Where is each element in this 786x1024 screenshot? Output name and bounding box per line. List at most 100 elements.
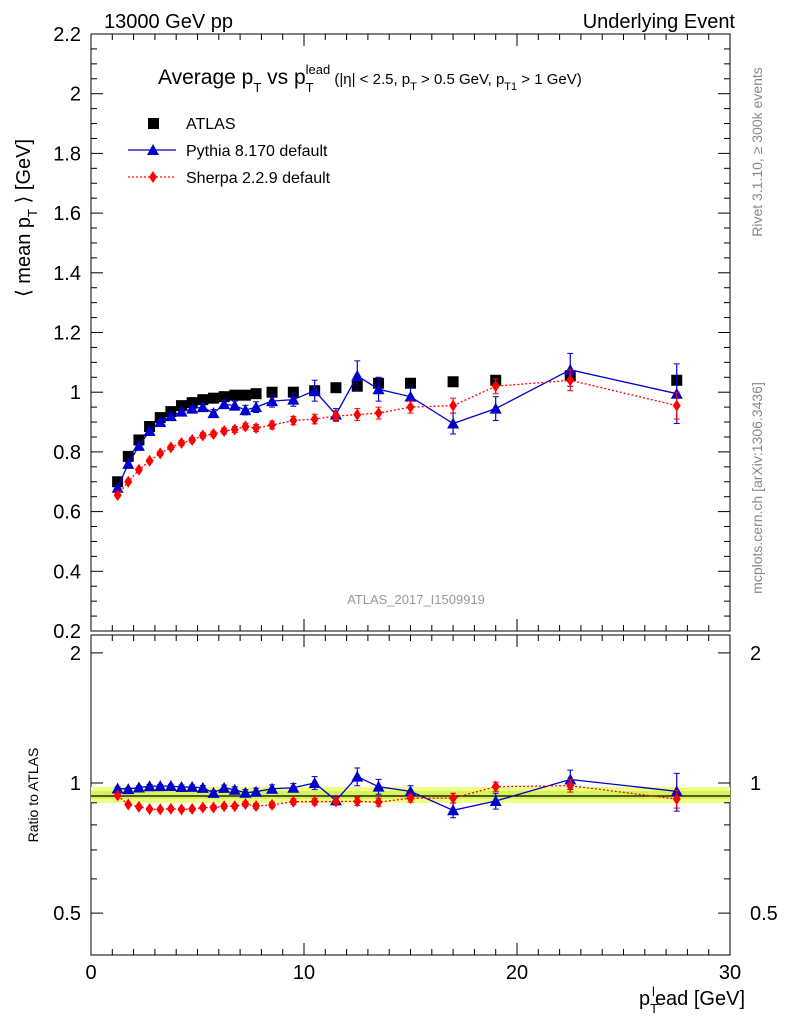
sherpa-2-2-9-default-ratio-point: [177, 803, 186, 816]
y-tick-label: 1: [70, 382, 81, 404]
header-left: 13000 GeV pp: [104, 11, 233, 33]
sherpa-2-2-9-default-ratio-point: [145, 803, 154, 816]
pythia-8-170-default-ratio-point: [175, 780, 188, 792]
ratio-y-axis-label: Ratio to ATLAS: [25, 748, 41, 843]
y-tick-label: 1.8: [53, 143, 81, 165]
y-tick-label: 0.6: [53, 502, 81, 524]
pythia-8-170-default-ratio-point: [154, 780, 167, 792]
sherpa-2-2-9-default-ratio-point: [566, 779, 575, 792]
sherpa-2-2-9-default-ratio-point: [449, 792, 458, 805]
pythia-8-170-default-point: [207, 407, 220, 419]
x-tick-label: 10: [293, 962, 315, 984]
sherpa-2-2-9-default-ratio-point: [331, 795, 340, 808]
pythia-8-170-default-ratio-point: [308, 777, 321, 789]
pythia-8-170-default-ratio-point: [207, 786, 220, 798]
y-tick-label: 1.6: [53, 203, 81, 225]
sherpa-2-2-9-default-ratio-point: [353, 795, 362, 808]
sherpa-2-2-9-default-point: [230, 423, 239, 436]
sherpa-2-2-9-default-point: [198, 429, 207, 442]
pythia-8-170-default-point: [447, 417, 460, 429]
sherpa-2-2-9-default-ratio-point: [113, 789, 122, 802]
rivet-version-label: Rivet 3.1.10, ≥ 300k events: [749, 67, 765, 237]
pythia-8-170-default-point: [175, 405, 188, 417]
sherpa-2-2-9-default-ratio-point: [198, 801, 207, 814]
sherpa-2-2-9-default-point: [331, 410, 340, 423]
pythia-8-170-default-point: [228, 399, 241, 411]
ratio-series-layer: [111, 767, 683, 819]
pythia-8-170-default-point: [111, 481, 124, 493]
sherpa-2-2-9-default-point: [491, 380, 500, 393]
atlas-point: [405, 377, 416, 389]
pythia-8-170-default-point: [196, 401, 209, 413]
pythia-8-170-default-ratio-point: [266, 782, 279, 794]
pythia-8-170-default-ratio-point: [287, 781, 300, 793]
sherpa-2-2-9-default-ratio-point: [124, 798, 133, 811]
atlas-point: [229, 389, 241, 401]
sherpa-2-2-9-default-ratio-point: [491, 780, 500, 793]
atlas-point: [250, 388, 262, 400]
sherpa-2-2-9-default-point: [166, 441, 175, 454]
pythia-8-170-default-ratio-point: [132, 781, 145, 793]
pythia-8-170-default-point: [308, 384, 321, 396]
sherpa-2-2-9-default-ratio-point: [672, 793, 681, 806]
ratio-tick-label-right: 2: [750, 643, 761, 665]
y-tick-label: 0.2: [53, 621, 81, 643]
pythia-8-170-default-point: [218, 398, 231, 410]
legend-sherpa-marker: [149, 171, 157, 183]
sherpa-2-2-9-default-ratio-point: [209, 801, 218, 814]
sherpa-2-2-9-default-point: [353, 408, 362, 421]
y-tick-label: 2.2: [53, 24, 81, 46]
pythia-8-170-default-point: [132, 439, 145, 451]
sherpa-2-2-9-default-point: [566, 374, 575, 387]
pythia-8-170-default-ratio-point: [122, 783, 135, 795]
x-tick-label: 20: [506, 962, 528, 984]
atlas-point: [239, 389, 251, 401]
y-tick-label: 1.2: [53, 323, 81, 345]
pythia-8-170-default-point: [122, 457, 135, 469]
pythia-8-170-default-ratio-point: [164, 780, 177, 792]
sherpa-2-2-9-default-point: [113, 489, 122, 502]
ratio-tick-label: 2: [70, 643, 81, 665]
atlas-point: [218, 391, 230, 403]
sherpa-2-2-9-default-ratio-point: [268, 798, 277, 811]
sherpa-2-2-9-default-ratio-point: [230, 800, 239, 813]
pythia-8-170-default-ratio-point: [143, 780, 156, 792]
legend: ATLAS Pythia 8.170 default Sherpa 2.2.9 …: [128, 116, 331, 187]
sherpa-2-2-9-default-point: [310, 413, 319, 426]
legend-atlas-label: ATLAS: [186, 116, 236, 133]
pythia-8-170-default-ratio-point: [239, 786, 252, 798]
legend-pythia-label: Pythia 8.170 default: [186, 143, 328, 160]
pythia-8-170-default-ratio-point: [489, 794, 502, 806]
main-series-layer: [111, 352, 683, 502]
legend-pythia-marker: [147, 144, 159, 155]
sherpa-2-2-9-default-ratio-point: [241, 798, 250, 811]
pythia-8-170-default-point: [372, 383, 385, 395]
pythia-8-170-default-ratio-point: [372, 780, 385, 792]
sherpa-2-2-9-default-point: [241, 420, 250, 433]
pythia-8-170-default-ratio-point: [111, 782, 124, 794]
ratio-tick-label: 1: [70, 773, 81, 795]
pythia-8-170-default-point: [404, 390, 417, 402]
pythia-8-170-default-point: [489, 402, 502, 414]
sherpa-2-2-9-default-point: [289, 414, 298, 427]
main-axis-ticks: 0.2 0.4 0.6 0.8 1 1.2 1.4 1.6 1.8 2 2.2: [53, 24, 731, 643]
sherpa-2-2-9-default-point: [374, 407, 383, 420]
x-axis-label: pTlead [GeV]: [639, 984, 745, 1016]
ratio-axis-ticks: 0 10 20 30 0.5 0.5 1 1 2 2: [53, 635, 778, 984]
mcplots-label: mcplots.cern.ch [arXiv:1306.3436]: [749, 382, 765, 594]
pythia-8-170-default-point: [287, 393, 300, 405]
sherpa-2-2-9-default-ratio-point: [220, 800, 229, 813]
sherpa-2-2-9-default-point: [156, 447, 165, 460]
pythia-8-170-default-point: [266, 395, 279, 407]
sherpa-2-2-9-default-point: [252, 422, 261, 435]
pythia-8-170-default-point: [239, 404, 252, 416]
ratio-tick-label: 0.5: [53, 903, 81, 925]
atlas-point: [122, 450, 134, 462]
pythia-8-170-default-ratio-point: [228, 783, 241, 795]
sherpa-2-2-9-default-ratio-point: [289, 795, 298, 808]
pythia-8-170-default-ratio-point: [186, 780, 199, 792]
pythia-8-170-default-line: [117, 369, 677, 488]
y-tick-label: 0.8: [53, 442, 81, 464]
sherpa-2-2-9-default-point: [177, 436, 186, 449]
